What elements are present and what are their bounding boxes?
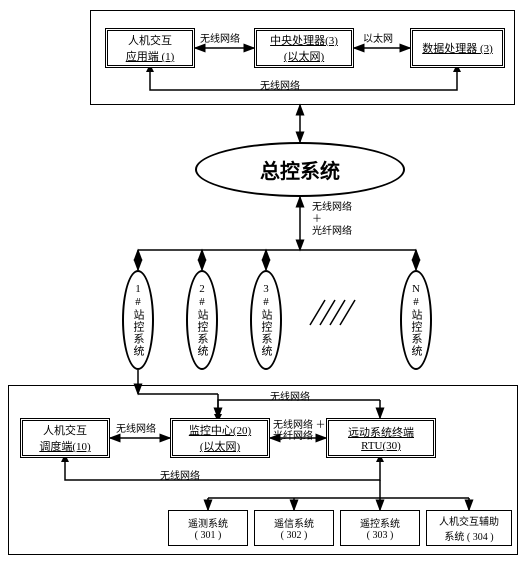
hmi-app-l2: 应用端 (1) <box>126 48 175 64</box>
node-cpu: 中央处理器(3) (以太网) <box>254 28 354 68</box>
sub-301: 遥测系统 ( 301 ) <box>168 510 248 546</box>
trunk-label: 无线网络 ＋ 光纤网络 <box>312 202 352 238</box>
node-hmi-dispatch: 人机交互 调度端(10) <box>20 418 110 458</box>
station-2-label: 2#站控系统 <box>194 283 210 357</box>
sub-304: 人机交互辅助 系统 ( 304 ) <box>426 510 512 546</box>
station-n-label: N#站控系统 <box>408 283 424 357</box>
master-label: 总控系统 <box>260 155 340 184</box>
hmi-d-l1: 人机交互 <box>39 422 90 438</box>
station-3-label: 3#站控系统 <box>258 283 274 357</box>
station-n: N#站控系统 <box>400 270 432 370</box>
node-rtu: 远动系统终端 RTU(30) <box>326 418 436 458</box>
node-data-proc: 数据处理器 (3) <box>410 28 505 68</box>
cpu-l2: (以太网) <box>270 48 338 64</box>
dp-l1: 数据处理器 (3) <box>422 40 493 56</box>
hmi-app-l1: 人机交互 <box>126 32 175 48</box>
lbl-bot-hmi-mon: 无线网络 <box>116 420 156 435</box>
node-master: 总控系统 <box>195 142 405 197</box>
cpu-l1: 中央处理器(3) <box>270 32 338 48</box>
station-3: 3#站控系统 <box>250 270 282 370</box>
sub-302: 遥信系统 ( 302 ) <box>254 510 334 546</box>
mon-l1: 监控中心(20) <box>189 422 251 438</box>
lbl-cpu-dp: 以太网 <box>363 30 393 45</box>
lbl-bot-loop: 无线网络 <box>160 467 200 482</box>
node-hmi-app: 人机交互 应用端 (1) <box>105 28 195 68</box>
lbl-hmi-cpu: 无线网络 <box>200 30 240 45</box>
lbl-hmi-loop: 无线网络 <box>260 77 300 92</box>
hmi-d-l2: 调度端(10) <box>39 438 90 454</box>
rtu-l2: RTU(30) <box>348 440 414 452</box>
station-1: 1#站控系统 <box>122 270 154 370</box>
station-1-label: 1#站控系统 <box>130 283 146 357</box>
node-monitor: 监控中心(20) (以太网) <box>170 418 270 458</box>
lbl-mon-rtu-top: 无线网络 <box>270 388 310 403</box>
mon-l2: (以太网) <box>189 438 251 454</box>
lbl-mon-rtu: 无线网络 ＋ 光纤网络 <box>273 420 326 442</box>
sub-303: 遥控系统 ( 303 ) <box>340 510 420 546</box>
station-2: 2#站控系统 <box>186 270 218 370</box>
rtu-l1: 远动系统终端 <box>348 424 414 440</box>
